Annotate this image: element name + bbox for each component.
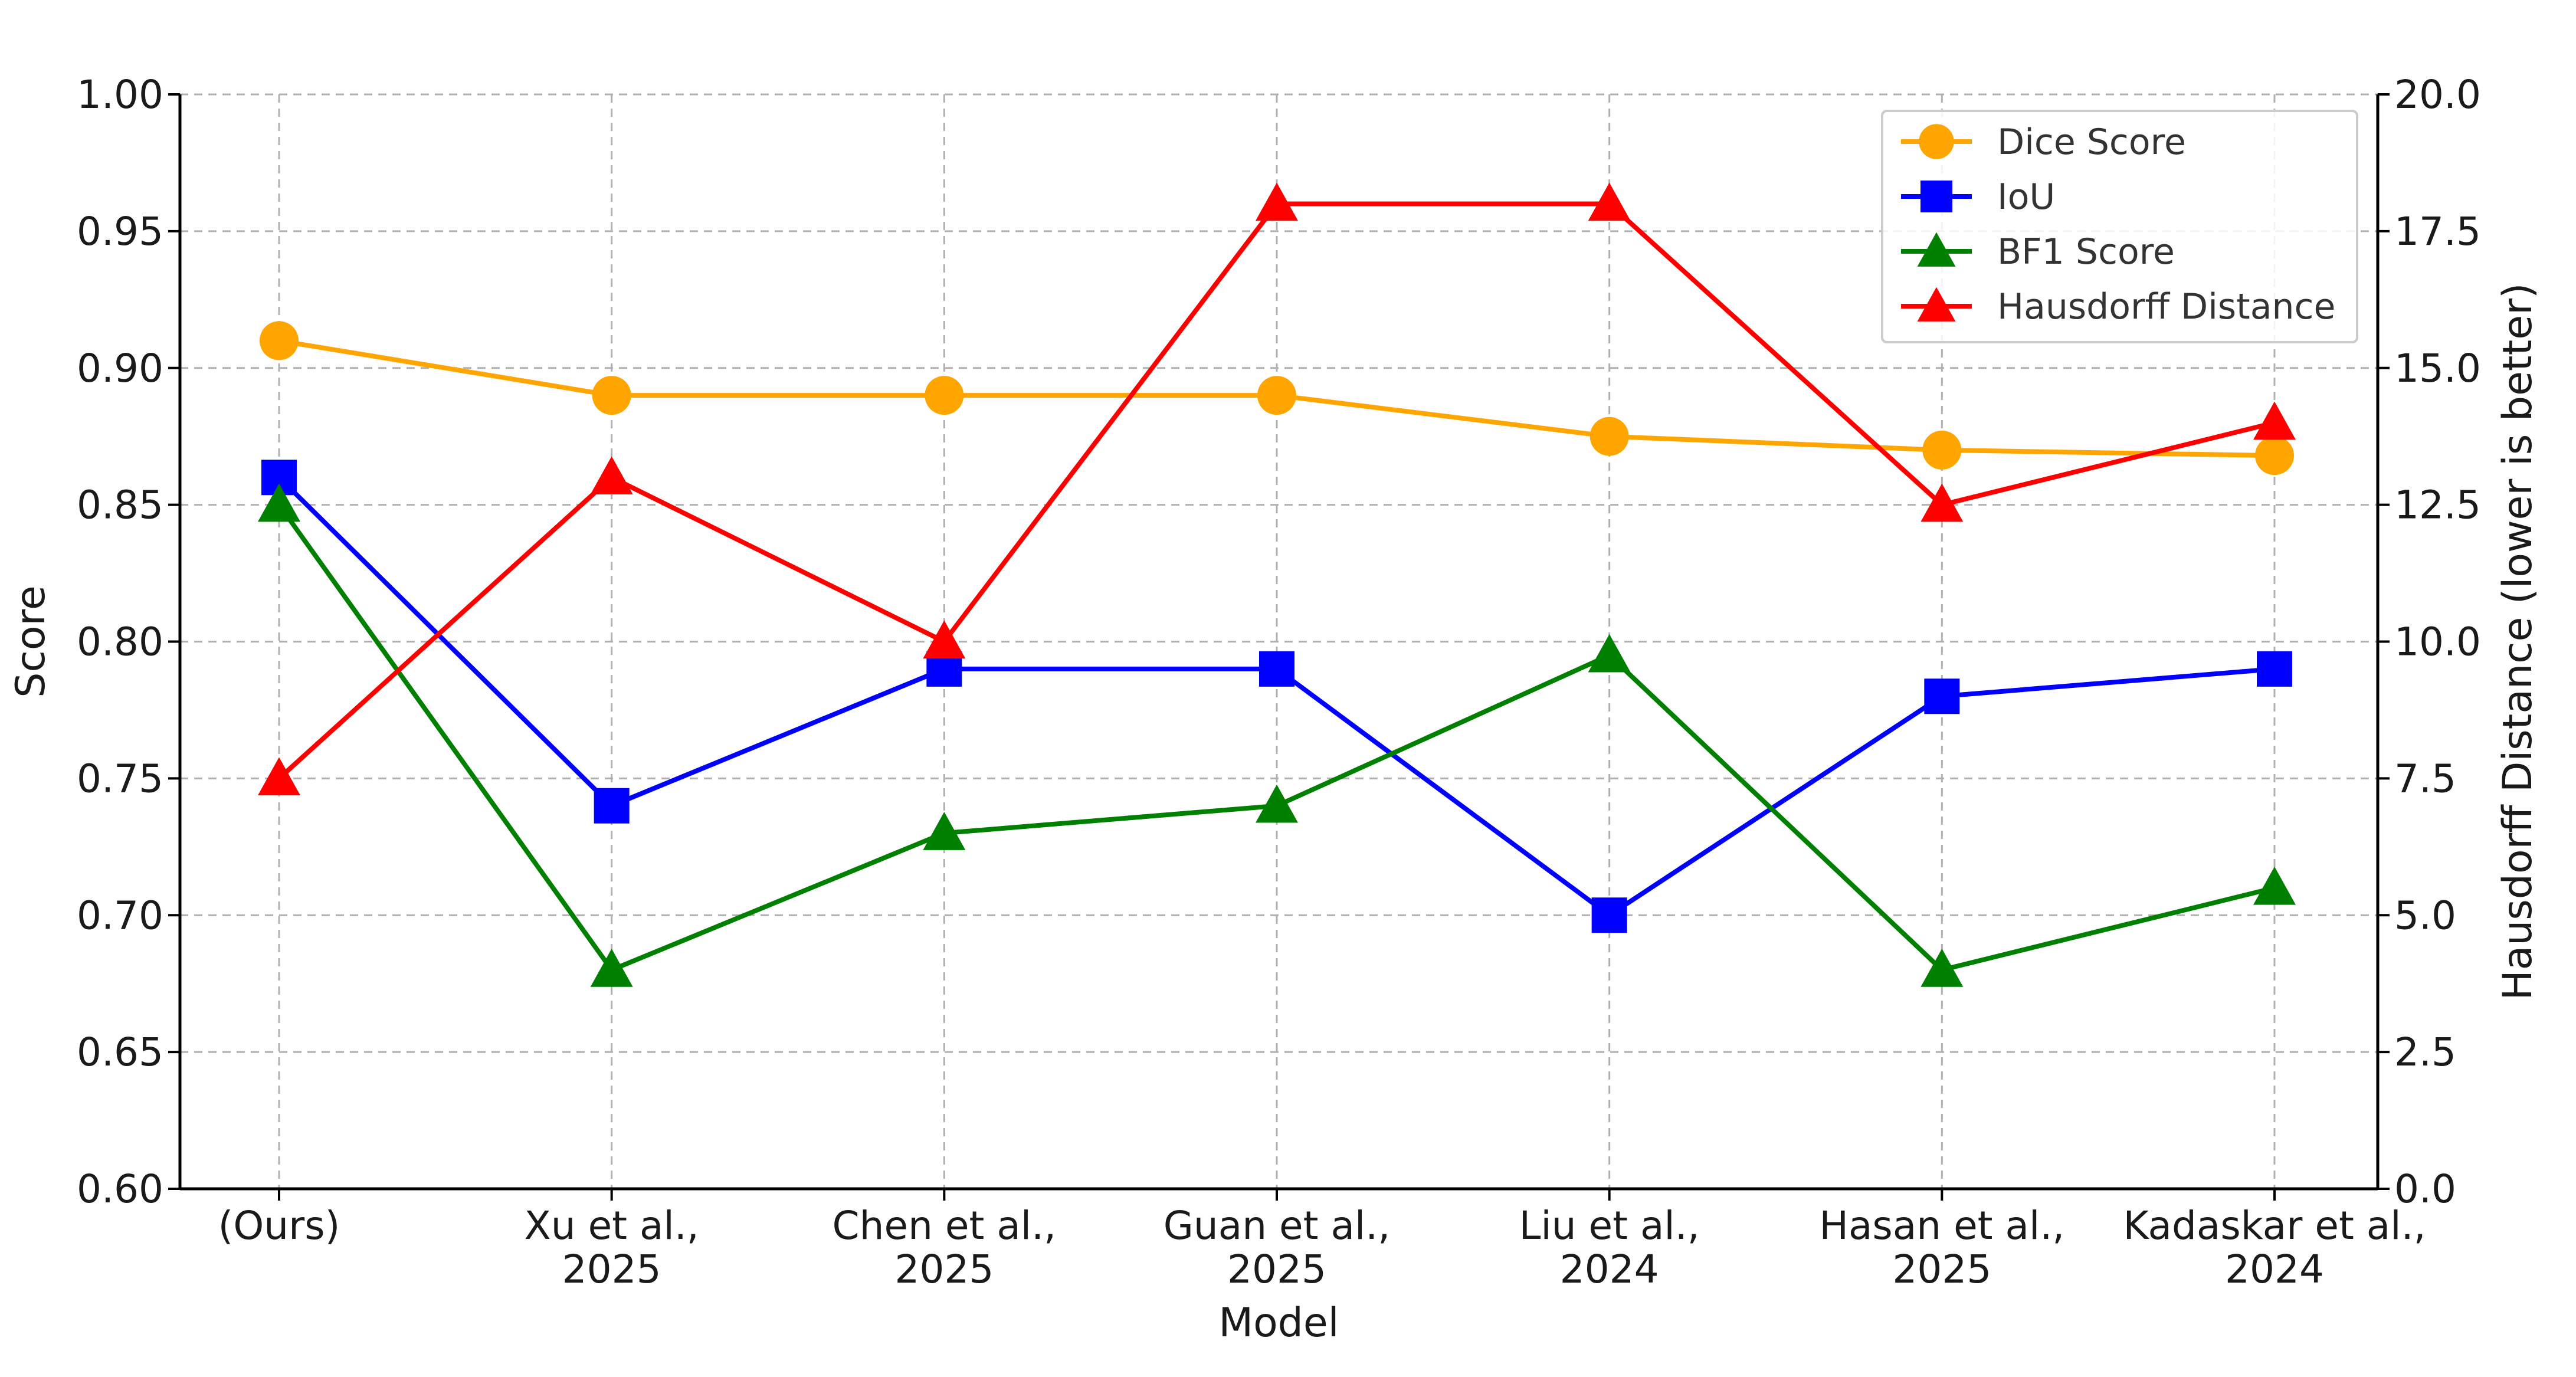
- data-point-dice-score: [2255, 436, 2294, 476]
- legend-item-hausdorff-distance: Hausdorff Distance: [1901, 286, 2335, 327]
- legend-swatch-marker: [1920, 181, 1952, 212]
- y-right-tick-label: 17.5: [2394, 209, 2481, 254]
- y-right-tick-label: 5.0: [2394, 893, 2456, 938]
- x-tick-label-line: Xu et al.,: [525, 1203, 699, 1248]
- data-point-bf1-score: [590, 949, 633, 987]
- y-tick-label: 0.65: [77, 1030, 163, 1075]
- legend: Dice Score IoU BF1 Score Hausdorff Distance: [1881, 110, 2358, 343]
- data-point-hausdorff-distance: [1920, 483, 1964, 522]
- x-tick-label-line: Guan et al.,: [1164, 1203, 1390, 1248]
- y-axis-title: Score: [8, 585, 54, 697]
- legend-label: IoU: [1997, 176, 2055, 218]
- x-tick-label: Chen et al., 2025: [833, 1203, 1057, 1292]
- y-tick-label: 1.00: [77, 72, 163, 117]
- data-point-hausdorff-distance: [2253, 401, 2296, 440]
- legend-label: Hausdorff Distance: [1997, 286, 2335, 327]
- y-tick-label: 0.95: [77, 209, 163, 254]
- series-bf1-score: [258, 483, 2296, 987]
- legend-swatch-marker: [1917, 287, 1956, 322]
- y-tick-label: 0.90: [77, 346, 163, 391]
- y-tick-label: 0.70: [77, 893, 163, 938]
- x-tick-label: Kadaskar et al., 2024: [2123, 1203, 2426, 1292]
- data-point-bf1-score: [1256, 784, 1298, 823]
- x-tick-label-line: 2024: [2225, 1247, 2324, 1292]
- y-tick-label: 0.75: [77, 756, 163, 801]
- y-axis-right-title: Hausdorff Distance (lower is better): [2495, 283, 2541, 1000]
- legend-swatch-marker: [1917, 232, 1956, 267]
- data-point-hausdorff-distance: [590, 456, 633, 495]
- data-point-dice-score: [1589, 417, 1629, 456]
- legend-item-iou: IoU: [1901, 176, 2055, 218]
- data-point-hausdorff-distance: [258, 757, 300, 796]
- data-point-dice-score: [260, 321, 299, 360]
- data-point-bf1-score: [2253, 866, 2296, 905]
- y-right-tick-label: 10.0: [2394, 619, 2481, 665]
- data-point-bf1-score: [1588, 634, 1631, 673]
- x-tick-label-line: (Ours): [218, 1203, 340, 1248]
- data-point-iou: [1924, 678, 1960, 714]
- y-tick-label: 0.80: [77, 619, 163, 665]
- y-right-tick-label: 20.0: [2394, 72, 2481, 117]
- x-tick-label-line: Chen et al.,: [833, 1203, 1057, 1248]
- data-point-hausdorff-distance: [1588, 182, 1631, 221]
- legend-swatch-marker: [1919, 124, 1954, 159]
- x-tick-label: Hasan et al., 2025: [1819, 1203, 2064, 1292]
- x-tick-label: Xu et al., 2025: [525, 1203, 699, 1292]
- x-tick-label-line: 2025: [894, 1247, 994, 1292]
- legend-label: BF1 Score: [1997, 231, 2175, 273]
- x-tick-label-line: 2025: [1227, 1247, 1326, 1292]
- y-tick-label: 0.60: [77, 1166, 163, 1212]
- data-point-dice-score: [592, 376, 631, 415]
- x-tick-label: (Ours): [218, 1203, 340, 1248]
- data-point-iou: [1259, 651, 1294, 687]
- x-tick-label-line: 2024: [1560, 1247, 1659, 1292]
- y-right-tick-label: 0.0: [2394, 1166, 2456, 1212]
- series-iou: [261, 460, 2292, 933]
- data-point-bf1-score: [1920, 949, 1964, 987]
- axes-layer: 0.60 0.65 0.70 0.75 0.80 0.85 0.90 0.95 1.00 0.0 2…: [77, 72, 2481, 1292]
- x-tick-label-line: 2025: [1892, 1247, 1991, 1292]
- x-tick-label-line: Kadaskar et al.,: [2123, 1203, 2426, 1248]
- legend-item-dice-score: Dice Score: [1901, 122, 2186, 163]
- x-tick-label: Liu et al., 2024: [1519, 1203, 1700, 1292]
- series-hausdorff-distance: [258, 182, 2296, 796]
- x-tick-label-line: Hasan et al.,: [1819, 1203, 2064, 1248]
- data-point-dice-score: [1922, 430, 1962, 470]
- y-right-tick-label: 7.5: [2394, 756, 2456, 801]
- legend-item-bf1-score: BF1 Score: [1901, 231, 2175, 273]
- y-tick-label: 0.85: [77, 483, 163, 528]
- data-point-iou: [2257, 651, 2292, 687]
- legend-label: Dice Score: [1997, 122, 2186, 163]
- data-point-dice-score: [925, 376, 964, 415]
- data-point-hausdorff-distance: [1256, 182, 1298, 221]
- y-right-tick-label: 12.5: [2394, 483, 2481, 528]
- data-point-dice-score: [1257, 376, 1296, 415]
- x-tick-label: Guan et al., 2025: [1164, 1203, 1390, 1292]
- y-right-tick-label: 15.0: [2394, 346, 2481, 391]
- data-point-bf1-score: [923, 812, 966, 850]
- data-point-hausdorff-distance: [923, 620, 966, 659]
- data-point-bf1-score: [258, 483, 300, 522]
- series-dice-score: [260, 321, 2294, 476]
- data-point-iou: [594, 788, 630, 824]
- legend-box: [1881, 110, 2358, 343]
- series-layer: [258, 182, 2296, 987]
- x-tick-label-line: Liu et al.,: [1519, 1203, 1700, 1248]
- x-axis-title: Model: [1218, 1300, 1339, 1346]
- x-tick-label-line: 2025: [562, 1247, 661, 1292]
- data-point-iou: [1591, 897, 1627, 933]
- y-right-tick-label: 2.5: [2394, 1030, 2456, 1075]
